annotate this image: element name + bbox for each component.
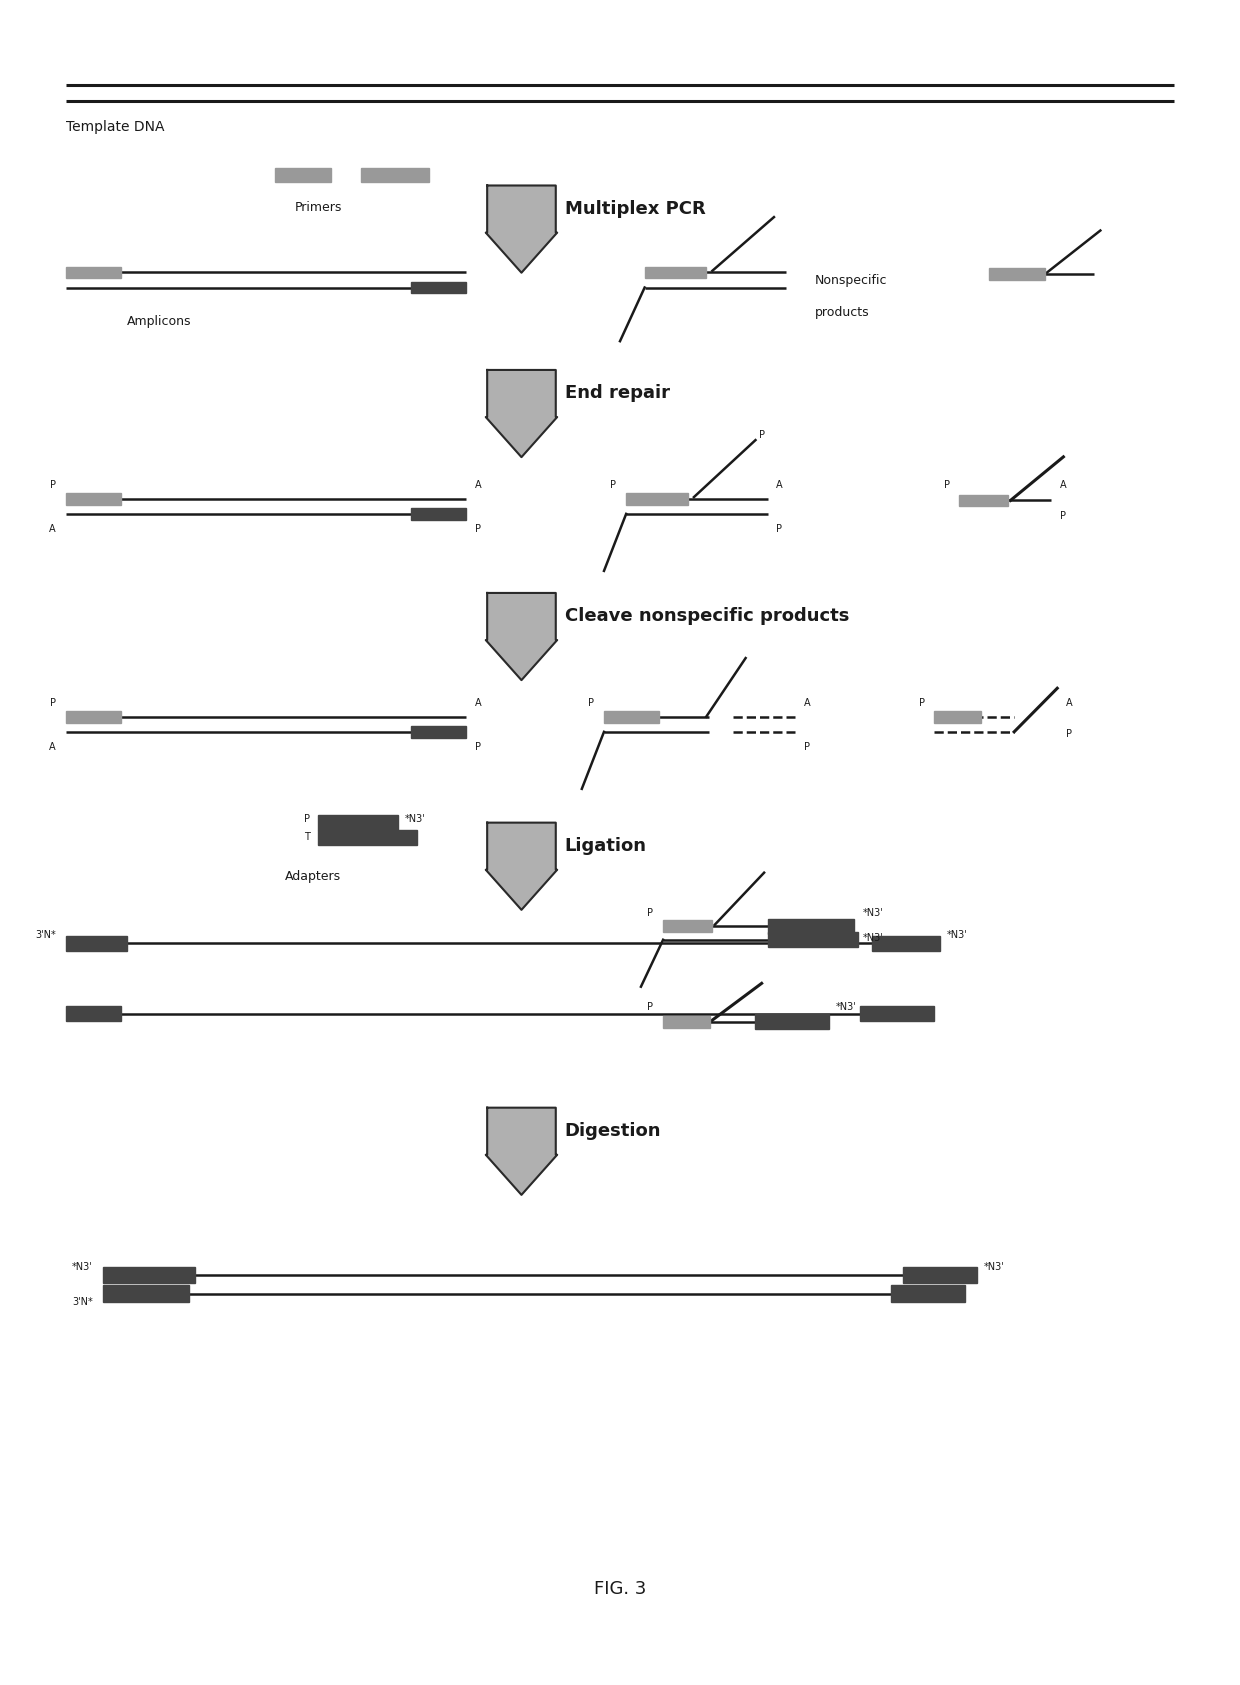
Text: Template DNA: Template DNA: [66, 120, 164, 133]
Text: FIG. 3: FIG. 3: [594, 1579, 646, 1597]
Text: Digestion: Digestion: [564, 1122, 661, 1139]
Bar: [861, 1006, 934, 1021]
Text: P: P: [804, 741, 810, 752]
Text: Nonspecific: Nonspecific: [815, 275, 887, 288]
Text: 3'N*: 3'N*: [72, 1297, 93, 1308]
Bar: [663, 920, 712, 932]
Text: A: A: [1066, 698, 1073, 708]
Text: A: A: [50, 524, 56, 534]
Bar: [768, 918, 854, 933]
Bar: [66, 266, 122, 278]
Text: *N3': *N3': [983, 1262, 1004, 1272]
Bar: [275, 168, 331, 182]
Bar: [604, 711, 660, 723]
Bar: [103, 1286, 188, 1303]
Bar: [66, 1006, 122, 1021]
Text: P: P: [588, 698, 594, 708]
Bar: [410, 726, 466, 738]
Bar: [319, 816, 398, 831]
Text: Multiplex PCR: Multiplex PCR: [564, 201, 706, 217]
Text: *N3': *N3': [863, 908, 883, 918]
Text: Adapters: Adapters: [285, 869, 341, 883]
Text: A: A: [776, 480, 782, 490]
Text: P: P: [304, 814, 310, 824]
Text: products: products: [815, 307, 869, 318]
Text: Primers: Primers: [295, 201, 342, 214]
Bar: [768, 932, 858, 947]
Bar: [990, 268, 1045, 280]
Text: A: A: [804, 698, 810, 708]
Bar: [626, 494, 688, 504]
Bar: [410, 281, 466, 293]
Polygon shape: [486, 185, 557, 273]
Text: P: P: [944, 480, 950, 490]
Text: P: P: [647, 908, 653, 918]
Text: *N3': *N3': [863, 933, 883, 944]
Bar: [892, 1286, 965, 1303]
Text: P: P: [776, 524, 782, 534]
Bar: [319, 831, 417, 844]
Text: Cleave nonspecific products: Cleave nonspecific products: [564, 607, 849, 625]
Bar: [934, 711, 981, 723]
Text: P: P: [647, 1003, 653, 1011]
Text: P: P: [1060, 511, 1065, 521]
Bar: [410, 507, 466, 519]
Bar: [66, 935, 128, 950]
Text: P: P: [919, 698, 925, 708]
Text: *N3': *N3': [72, 1262, 93, 1272]
Text: 3'N*: 3'N*: [35, 930, 56, 940]
Polygon shape: [486, 593, 557, 681]
Text: P: P: [1066, 728, 1071, 738]
Polygon shape: [486, 1107, 557, 1195]
Text: End repair: End repair: [564, 384, 670, 403]
Bar: [873, 935, 940, 950]
Text: T: T: [304, 832, 310, 842]
Polygon shape: [486, 371, 557, 457]
Bar: [66, 711, 122, 723]
Text: *N3': *N3': [836, 1003, 857, 1011]
Text: A: A: [475, 698, 481, 708]
Text: P: P: [610, 480, 616, 490]
Text: P: P: [475, 524, 481, 534]
Bar: [103, 1267, 195, 1284]
Text: Amplicons: Amplicons: [128, 315, 192, 327]
Text: P: P: [475, 741, 481, 752]
Text: P: P: [50, 698, 56, 708]
Text: A: A: [1060, 480, 1066, 490]
Bar: [645, 266, 707, 278]
Text: *N3': *N3': [404, 814, 425, 824]
Text: Ligation: Ligation: [564, 837, 646, 854]
Text: P: P: [759, 430, 765, 440]
Polygon shape: [486, 822, 557, 910]
Bar: [903, 1267, 977, 1284]
Text: P: P: [50, 480, 56, 490]
Bar: [959, 495, 1008, 506]
Bar: [361, 168, 429, 182]
Text: A: A: [475, 480, 481, 490]
Text: *N3': *N3': [946, 930, 967, 940]
Bar: [66, 494, 122, 504]
Bar: [663, 1016, 711, 1028]
Text: A: A: [50, 741, 56, 752]
Bar: [755, 1014, 830, 1030]
